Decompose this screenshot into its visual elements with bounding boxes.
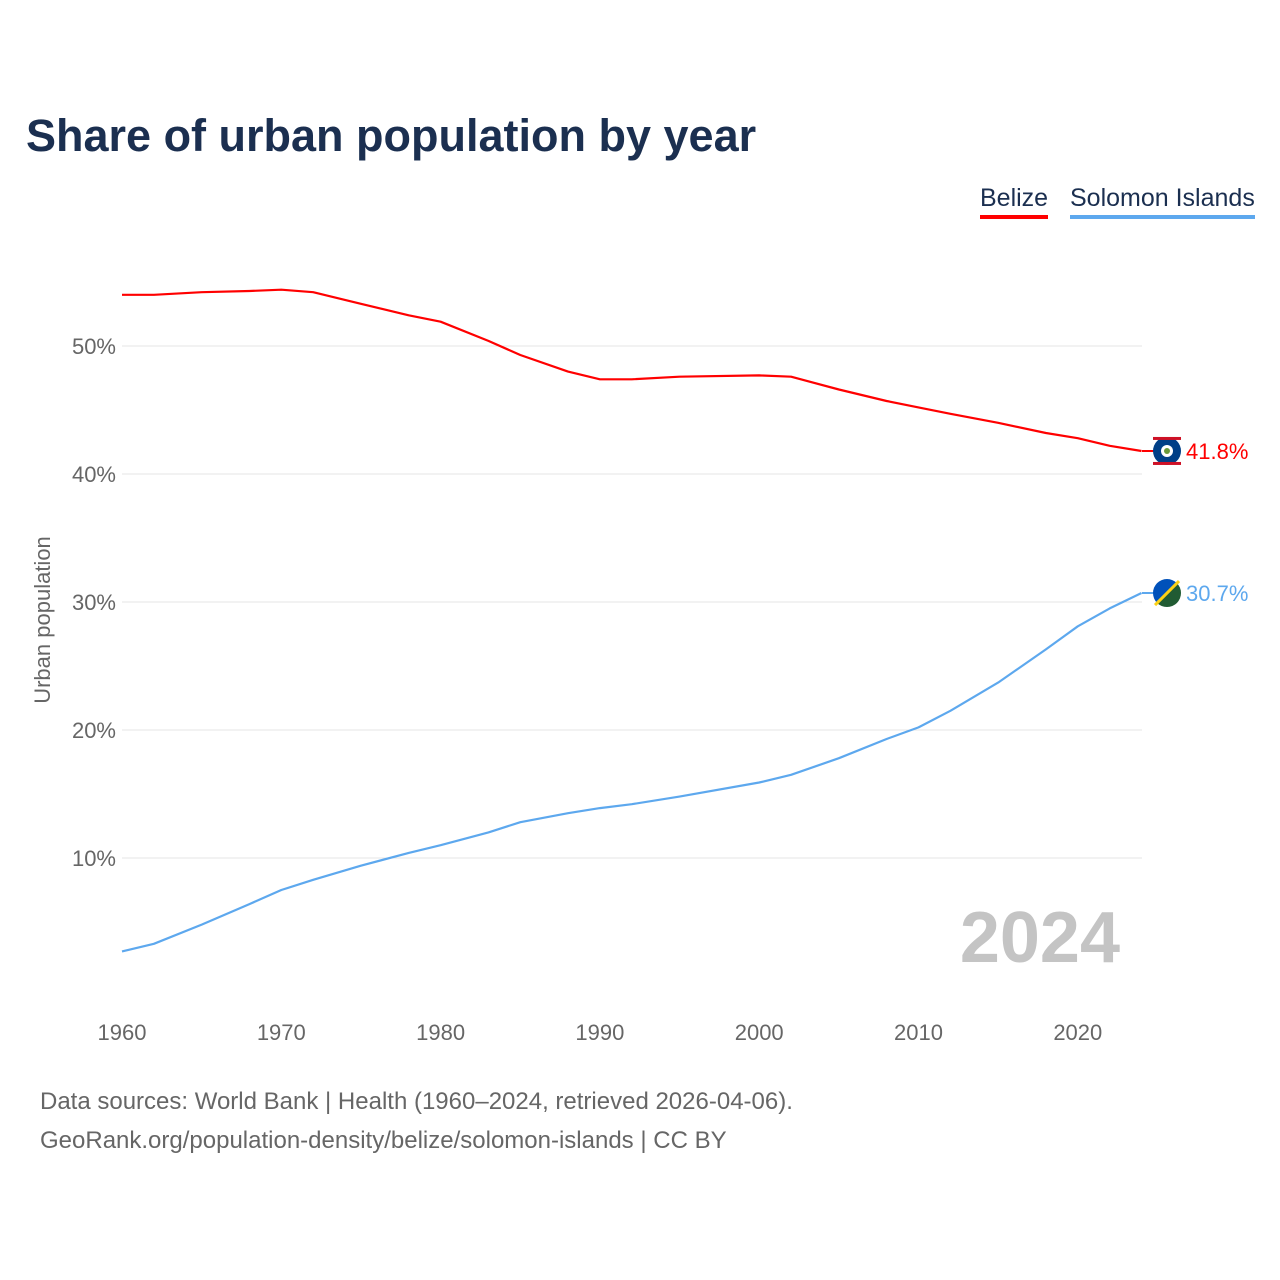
footer-link[interactable]: GeoRank.org/population-density/belize/so… — [40, 1127, 727, 1154]
legend-belize[interactable]: Belize — [980, 184, 1049, 219]
solomon-islands-flag-icon — [1153, 579, 1181, 608]
x-tick-label: 2010 — [894, 1020, 943, 1045]
flag-emblem-center — [1164, 447, 1170, 454]
flag-diagonal — [1153, 579, 1181, 607]
year-watermark: 2024 — [960, 898, 1120, 978]
chart-title: Share of urban population by year — [26, 110, 757, 161]
end-value-label: 30.7% — [1186, 581, 1248, 606]
end-value-label: 41.8% — [1186, 439, 1248, 464]
x-tick-label: 1960 — [98, 1020, 147, 1045]
y-axis-label: Urban population — [30, 536, 55, 704]
flag-stripe — [1153, 436, 1181, 440]
series-line-solomon-islands — [121, 592, 1142, 953]
x-tick-label: 1990 — [575, 1020, 624, 1045]
belize-flag-icon — [1153, 436, 1181, 465]
x-tick-label: 2020 — [1053, 1020, 1102, 1045]
series-line-belize — [122, 288, 1142, 453]
flag-stripe — [1153, 461, 1181, 465]
x-tick-label: 1980 — [416, 1020, 465, 1045]
x-tick-label: 1970 — [257, 1020, 306, 1045]
y-tick-label: 10% — [72, 846, 116, 871]
y-tick-label: 40% — [72, 462, 116, 487]
legend-solomon-islands[interactable]: Solomon Islands — [1070, 184, 1255, 219]
y-tick-label: 30% — [72, 590, 116, 615]
footer-sources: Data sources: World Bank | Health (1960–… — [40, 1088, 793, 1115]
y-tick-label: 20% — [72, 718, 116, 743]
y-tick-label: 50% — [72, 334, 116, 359]
x-tick-label: 2000 — [735, 1020, 784, 1045]
